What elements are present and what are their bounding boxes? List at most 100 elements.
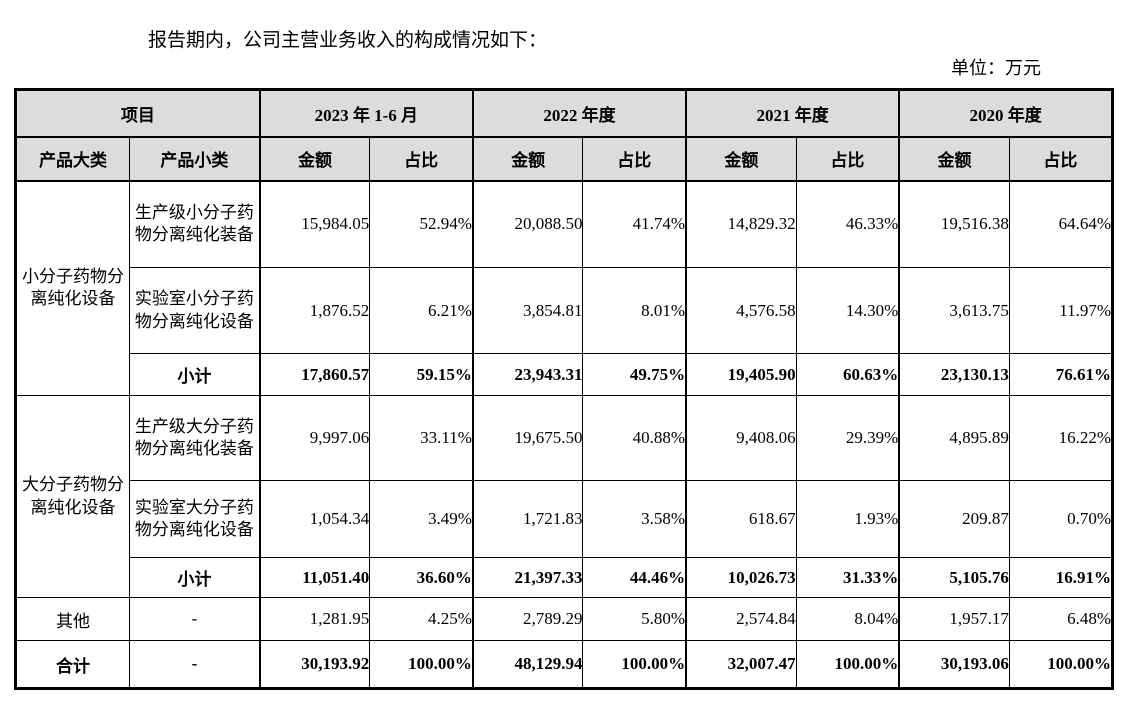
minor-category-cell: 实验室大分子药物分离纯化设备 [129, 480, 261, 558]
amount-cell: 17,860.57 [258, 353, 371, 396]
amount-cell: 2,789.29 [471, 597, 584, 641]
ratio-cell: 3.49% [369, 480, 474, 558]
ratio-cell: 100.00% [795, 640, 900, 689]
intro-paragraph: 报告期内，公司主营业务收入的构成情况如下： [148, 30, 548, 51]
subtotal-label-cell: 小计 [129, 353, 261, 396]
ratio-cell: 40.88% [582, 395, 687, 481]
header-period-2021: 2021 年度 [685, 89, 900, 137]
amount-cell: 48,129.94 [471, 640, 584, 689]
amount-cell: 3,613.75 [898, 267, 1010, 354]
header-ratio-2023: 占比 [369, 135, 474, 182]
amount-cell: 15,984.05 [258, 180, 371, 268]
major-category-cell: 小分子药物分离纯化设备 [14, 180, 131, 396]
row-large-molecule-lab: 实验室大分子药物分离纯化设备 1,054.34 3.49% 1,721.83 3… [16, 480, 1114, 558]
amount-cell: 9,997.06 [258, 395, 371, 481]
amount-cell: 209.87 [898, 480, 1010, 558]
subtotal-label-cell: 小计 [129, 557, 261, 598]
amount-cell: 30,193.92 [258, 640, 371, 689]
amount-cell: 23,130.13 [898, 353, 1010, 396]
amount-cell: 11,051.40 [258, 557, 371, 598]
ratio-cell: 44.46% [582, 557, 687, 598]
ratio-cell: 100.00% [582, 640, 687, 689]
header-amount-2021: 金额 [685, 135, 797, 182]
amount-cell: 10,026.73 [685, 557, 797, 598]
ratio-cell: 100.00% [369, 640, 474, 689]
ratio-cell: 14.30% [795, 267, 900, 354]
header-period-2020: 2020 年度 [898, 89, 1114, 137]
amount-cell: 32,007.47 [685, 640, 797, 689]
row-large-molecule-subtotal: 小计 11,051.40 36.60% 21,397.33 44.46% 10,… [16, 557, 1114, 598]
ratio-cell: 16.22% [1008, 395, 1114, 481]
ratio-cell: 29.39% [795, 395, 900, 481]
major-category-cell: 大分子药物分离纯化设备 [14, 395, 131, 598]
amount-cell: 1,957.17 [898, 597, 1010, 641]
row-other: 其他 - 1,281.95 4.25% 2,789.29 5.80% 2,574… [14, 597, 1114, 641]
amount-cell: 1,054.34 [258, 480, 371, 558]
total-minor-cell: - [129, 640, 261, 689]
ratio-cell: 0.70% [1008, 480, 1114, 558]
amount-cell: 19,516.38 [898, 180, 1010, 268]
amount-cell: 23,943.31 [471, 353, 584, 396]
header-amount-2022: 金额 [471, 135, 584, 182]
ratio-cell: 33.11% [369, 395, 474, 481]
row-small-molecule-subtotal: 小计 17,860.57 59.15% 23,943.31 49.75% 19,… [16, 353, 1114, 396]
amount-cell: 9,408.06 [685, 395, 797, 481]
row-small-molecule-production: 小分子药物分离纯化设备 生产级小分子药物分离纯化装备 15,984.05 52.… [14, 180, 1114, 396]
ratio-cell: 4.25% [369, 597, 474, 641]
amount-cell: 5,105.76 [898, 557, 1010, 598]
minor-category-cell: 生产级小分子药物分离纯化装备 [129, 180, 261, 268]
amount-cell: 14,829.32 [685, 180, 797, 268]
header-ratio-2022: 占比 [582, 135, 687, 182]
revenue-composition-table: 项目 2023 年 1-6 月 2022 年度 2021 年度 2020 年度 … [14, 88, 1114, 690]
amount-cell: 1,281.95 [258, 597, 371, 641]
ratio-cell: 3.58% [582, 480, 687, 558]
total-label-cell: 合计 [14, 640, 131, 689]
ratio-cell: 8.01% [582, 267, 687, 354]
ratio-cell: 41.74% [582, 180, 687, 268]
header-ratio-2020: 占比 [1008, 135, 1114, 182]
header-project: 项目 [14, 89, 261, 137]
header-periods-row: 项目 2023 年 1-6 月 2022 年度 2021 年度 2020 年度 [14, 89, 1114, 137]
amount-cell: 2,574.84 [685, 597, 797, 641]
ratio-cell: 31.33% [795, 557, 900, 598]
amount-cell: 19,405.90 [685, 353, 797, 396]
header-amount-2023: 金额 [258, 135, 371, 182]
ratio-cell: 100.00% [1008, 640, 1114, 689]
ratio-cell: 1.93% [795, 480, 900, 558]
header-period-2022: 2022 年度 [471, 89, 687, 137]
amount-cell: 4,576.58 [685, 267, 797, 354]
header-ratio-2021: 占比 [795, 135, 900, 182]
ratio-cell: 46.33% [795, 180, 900, 268]
minor-category-cell: 生产级大分子药物分离纯化装备 [129, 395, 261, 481]
amount-cell: 1,876.52 [258, 267, 371, 354]
other-label-cell: 其他 [14, 597, 131, 641]
amount-cell: 4,895.89 [898, 395, 1010, 481]
ratio-cell: 6.21% [369, 267, 474, 354]
row-large-molecule-production: 大分子药物分离纯化设备 生产级大分子药物分离纯化装备 9,997.06 33.1… [14, 395, 1114, 598]
ratio-cell: 36.60% [369, 557, 474, 598]
header-columns-row: 产品大类 产品小类 金额 占比 金额 占比 金额 占比 金额 占比 [14, 135, 1114, 182]
ratio-cell: 11.97% [1008, 267, 1114, 354]
ratio-cell: 49.75% [582, 353, 687, 396]
unit-label: 单位：万元 [951, 58, 1041, 78]
header-period-2023: 2023 年 1-6 月 [258, 89, 474, 137]
ratio-cell: 8.04% [795, 597, 900, 641]
ratio-cell: 5.80% [582, 597, 687, 641]
ratio-cell: 52.94% [369, 180, 474, 268]
ratio-cell: 59.15% [369, 353, 474, 396]
header-category-minor: 产品小类 [129, 135, 261, 182]
ratio-cell: 6.48% [1008, 597, 1114, 641]
amount-cell: 21,397.33 [471, 557, 584, 598]
amount-cell: 20,088.50 [471, 180, 584, 268]
ratio-cell: 76.61% [1008, 353, 1114, 396]
other-minor-cell: - [129, 597, 261, 641]
ratio-cell: 16.91% [1008, 557, 1114, 598]
row-small-molecule-lab: 实验室小分子药物分离纯化设备 1,876.52 6.21% 3,854.81 8… [16, 267, 1114, 354]
amount-cell: 1,721.83 [471, 480, 584, 558]
row-total: 合计 - 30,193.92 100.00% 48,129.94 100.00%… [14, 640, 1114, 689]
amount-cell: 19,675.50 [471, 395, 584, 481]
amount-cell: 3,854.81 [471, 267, 584, 354]
header-amount-2020: 金额 [898, 135, 1010, 182]
amount-cell: 618.67 [685, 480, 797, 558]
